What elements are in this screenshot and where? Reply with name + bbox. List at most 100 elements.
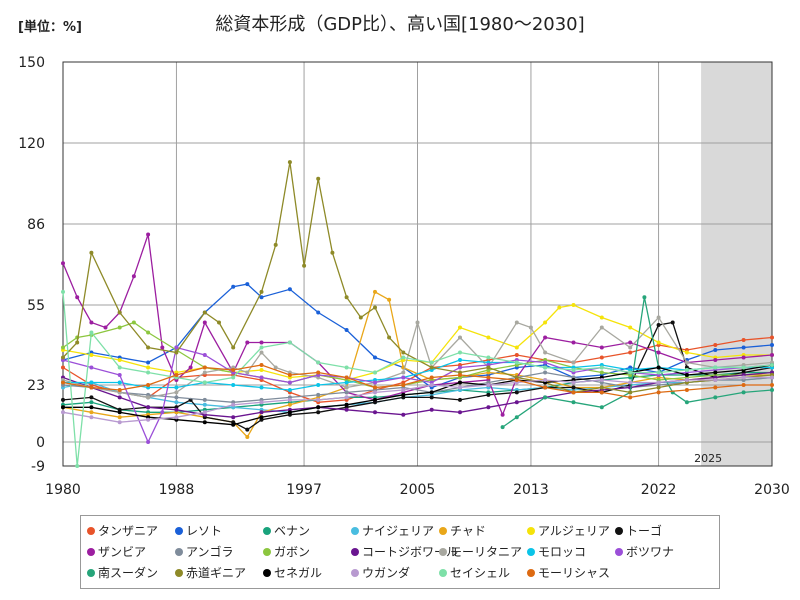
- legend-marker: [527, 526, 535, 535]
- data-point: [89, 330, 94, 335]
- legend-label: 南スーダン: [98, 566, 159, 580]
- legend: タンザニア レソト ベナン ナイジェリア チャド アルジェリア トーゴ ザンビア アンゴラ ガボン…: [80, 515, 720, 589]
- data-point: [684, 360, 689, 365]
- data-point: [571, 368, 576, 372]
- legend-label: ザンビア: [98, 545, 147, 559]
- data-point: [146, 370, 151, 375]
- data-point: [599, 355, 604, 360]
- data-point: [344, 390, 349, 395]
- data-point: [486, 405, 491, 410]
- data-point: [684, 368, 689, 372]
- data-point: [231, 368, 236, 372]
- data-point: [75, 340, 80, 345]
- data-point: [713, 385, 718, 390]
- data-point: [259, 368, 264, 372]
- legend-label: ナイジェリア: [362, 524, 435, 538]
- data-point: [89, 400, 94, 405]
- data-point: [358, 315, 363, 320]
- data-point: [61, 345, 65, 350]
- series-line: [62, 371, 773, 403]
- data-point: [486, 335, 491, 340]
- series-19: [61, 289, 774, 468]
- data-point: [202, 380, 207, 385]
- data-point: [146, 383, 151, 387]
- data-point: [146, 417, 151, 422]
- data-point: [429, 375, 434, 380]
- legend-label: ボツワナ: [626, 545, 675, 559]
- y-tick-label: -9: [31, 459, 45, 475]
- y-tick-label: 120: [18, 136, 45, 152]
- legend-item: トーゴ: [615, 520, 703, 541]
- data-point: [514, 415, 519, 420]
- data-point: [458, 335, 462, 340]
- data-point: [344, 385, 349, 390]
- legend-item: ガボン: [263, 541, 351, 562]
- data-point: [316, 392, 321, 397]
- legend-marker: [439, 526, 447, 535]
- data-point: [61, 365, 65, 370]
- legend-marker: [175, 568, 183, 577]
- data-point: [543, 350, 548, 355]
- data-point: [741, 390, 746, 395]
- legend-item: セイシェル: [439, 562, 527, 583]
- data-point: [259, 345, 264, 350]
- data-point: [231, 402, 236, 407]
- data-point: [302, 263, 307, 268]
- data-point: [61, 405, 65, 410]
- data-point: [174, 390, 179, 395]
- data-point: [713, 395, 718, 400]
- series-line: [62, 316, 773, 399]
- data-point: [415, 320, 420, 325]
- legend-marker: [263, 568, 271, 577]
- data-point: [571, 303, 576, 307]
- data-point: [117, 395, 122, 400]
- data-point: [741, 365, 746, 370]
- series-line: [62, 364, 772, 399]
- series-18: [61, 375, 774, 425]
- legend-item: ボツワナ: [615, 541, 703, 562]
- data-point: [387, 297, 392, 302]
- data-point: [316, 405, 321, 410]
- legend-item: モーリタニア: [439, 541, 527, 562]
- data-point: [344, 407, 349, 412]
- data-point: [117, 365, 122, 370]
- data-point: [429, 390, 434, 395]
- data-point: [429, 365, 434, 370]
- data-point: [202, 365, 207, 370]
- data-point: [401, 375, 406, 380]
- data-point: [89, 250, 94, 255]
- data-point: [245, 435, 250, 439]
- data-point: [684, 388, 689, 392]
- data-point: [741, 345, 746, 350]
- legend-label: 赤道ギニア: [186, 566, 247, 580]
- data-point: [486, 365, 491, 370]
- data-point: [117, 373, 122, 377]
- legend-marker: [87, 526, 95, 535]
- data-point: [146, 395, 151, 400]
- data-point: [599, 365, 604, 370]
- legend-marker: [615, 526, 623, 535]
- legend-item: チャド: [439, 520, 527, 541]
- data-point: [146, 365, 151, 370]
- unit-label: [単位：%]: [18, 20, 82, 35]
- legend-marker: [527, 568, 535, 577]
- legend-item: アルジェリア: [527, 520, 615, 541]
- legend-item: モーリシャス: [527, 562, 615, 583]
- x-tick-label: 2005: [400, 482, 436, 498]
- data-point: [713, 343, 718, 347]
- data-point: [316, 370, 321, 375]
- legend-label: セイシェル: [450, 566, 511, 580]
- data-point: [599, 405, 604, 410]
- data-point: [670, 320, 675, 325]
- data-point: [628, 325, 633, 330]
- data-point: [373, 385, 377, 390]
- legend-item: タンザニア: [87, 520, 175, 541]
- x-tick-label: 2022: [641, 482, 677, 498]
- data-point: [287, 388, 292, 392]
- legend-item: コートジボワール: [351, 541, 458, 562]
- data-point: [373, 289, 377, 294]
- data-point: [231, 422, 236, 427]
- data-point: [684, 378, 689, 382]
- data-point: [373, 397, 377, 402]
- data-point: [770, 383, 774, 387]
